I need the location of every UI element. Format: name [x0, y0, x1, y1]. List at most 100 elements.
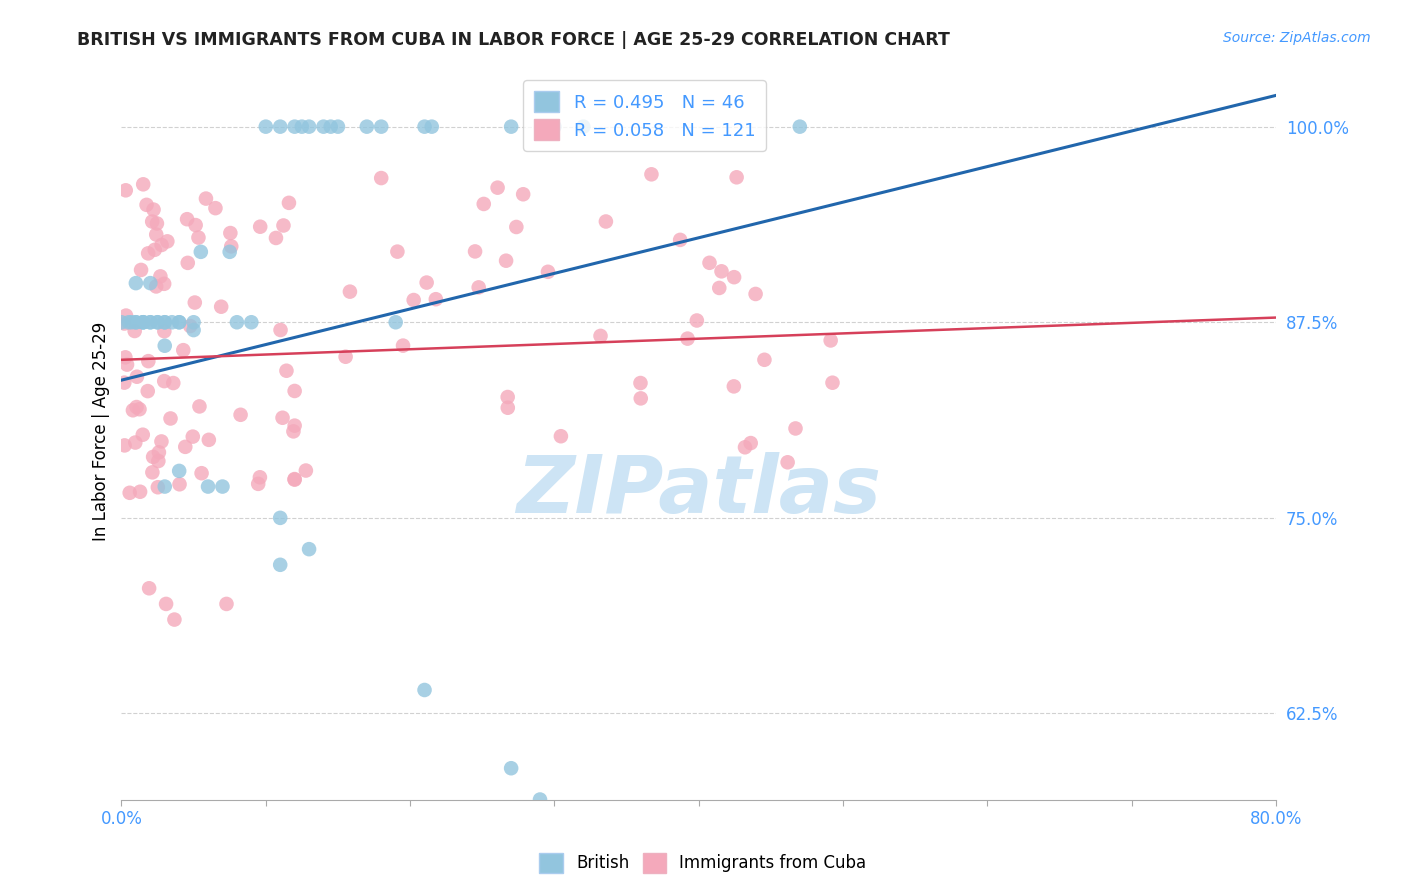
- Point: [149, 269, 172, 284]
- Point: [269, 511, 291, 525]
- Point: [269, 558, 291, 572]
- Point: [291, 120, 314, 134]
- Point: [467, 280, 489, 294]
- Point: [204, 201, 226, 215]
- Legend: British, Immigrants from Cuba: British, Immigrants from Cuba: [533, 847, 873, 880]
- Point: [776, 455, 799, 469]
- Point: [370, 171, 392, 186]
- Point: [284, 120, 307, 134]
- Point: [197, 479, 219, 493]
- Point: [150, 434, 173, 449]
- Point: [112, 317, 135, 331]
- Point: [125, 400, 148, 414]
- Point: [184, 218, 207, 232]
- Point: [501, 120, 523, 134]
- Point: [160, 315, 183, 329]
- Legend: R = 0.495   N = 46, R = 0.058   N = 121: R = 0.495 N = 46, R = 0.058 N = 121: [523, 80, 766, 151]
- Point: [115, 309, 138, 323]
- Point: [295, 464, 318, 478]
- Point: [146, 315, 169, 329]
- Point: [392, 338, 415, 352]
- Point: [153, 479, 176, 493]
- Text: ZIPatlas: ZIPatlas: [516, 451, 882, 530]
- Point: [124, 324, 146, 338]
- Point: [284, 473, 307, 487]
- Point: [283, 425, 305, 439]
- Point: [686, 313, 709, 327]
- Point: [744, 287, 766, 301]
- Point: [339, 285, 361, 299]
- Point: [153, 315, 176, 329]
- Point: [495, 253, 517, 268]
- Point: [125, 276, 148, 290]
- Point: [118, 315, 141, 329]
- Point: [139, 315, 162, 329]
- Point: [148, 445, 170, 459]
- Point: [413, 683, 436, 698]
- Point: [141, 466, 163, 480]
- Point: [141, 214, 163, 228]
- Point: [124, 435, 146, 450]
- Point: [132, 315, 155, 329]
- Point: [159, 411, 181, 425]
- Point: [153, 277, 176, 291]
- Point: [229, 408, 252, 422]
- Point: [148, 454, 170, 468]
- Point: [264, 231, 287, 245]
- Point: [218, 244, 240, 259]
- Point: [512, 187, 534, 202]
- Point: [198, 433, 221, 447]
- Point: [402, 293, 425, 307]
- Point: [215, 597, 238, 611]
- Point: [326, 120, 349, 134]
- Point: [121, 315, 143, 329]
- Point: [125, 369, 148, 384]
- Point: [136, 246, 159, 260]
- Point: [734, 440, 756, 454]
- Point: [219, 226, 242, 240]
- Point: [163, 613, 186, 627]
- Point: [128, 402, 150, 417]
- Point: [139, 315, 162, 329]
- Point: [725, 170, 748, 185]
- Point: [425, 292, 447, 306]
- Point: [486, 180, 509, 194]
- Point: [537, 265, 560, 279]
- Point: [167, 315, 190, 329]
- Point: [135, 198, 157, 212]
- Point: [550, 429, 572, 443]
- Point: [278, 195, 301, 210]
- Point: [153, 339, 176, 353]
- Point: [188, 400, 211, 414]
- Point: [114, 183, 136, 197]
- Y-axis label: In Labor Force | Age 25-29: In Labor Force | Age 25-29: [93, 322, 110, 541]
- Point: [174, 440, 197, 454]
- Point: [640, 167, 662, 181]
- Point: [167, 464, 190, 478]
- Point: [146, 480, 169, 494]
- Point: [496, 401, 519, 415]
- Point: [150, 238, 173, 252]
- Point: [723, 379, 745, 393]
- Point: [211, 479, 233, 493]
- Point: [676, 332, 699, 346]
- Point: [118, 485, 141, 500]
- Point: [249, 219, 271, 234]
- Text: Source: ZipAtlas.com: Source: ZipAtlas.com: [1223, 31, 1371, 45]
- Point: [110, 315, 132, 329]
- Point: [136, 384, 159, 398]
- Point: [270, 323, 292, 337]
- Point: [589, 329, 612, 343]
- Point: [356, 120, 378, 134]
- Point: [820, 334, 842, 348]
- Point: [709, 281, 731, 295]
- Point: [595, 214, 617, 228]
- Point: [464, 244, 486, 259]
- Point: [710, 264, 733, 278]
- Point: [145, 279, 167, 293]
- Point: [225, 315, 247, 329]
- Point: [630, 392, 652, 406]
- Point: [240, 315, 263, 329]
- Point: [789, 120, 811, 134]
- Point: [219, 239, 242, 253]
